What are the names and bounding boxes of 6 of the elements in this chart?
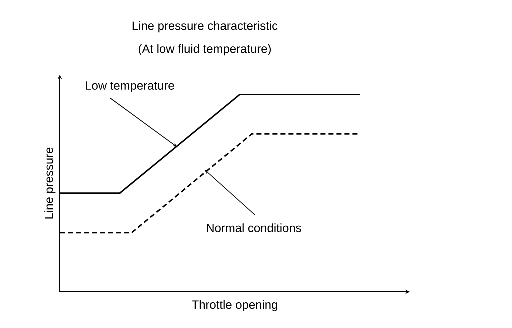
annotation: Normal conditions (207, 224, 302, 232)
x-axis-title: Throttle opening (192, 300, 278, 312)
chart-title: Line pressure characteristic (132, 21, 278, 33)
text: Low temperature (86, 82, 174, 92)
y-axis-title: Line pressure (44, 148, 56, 219)
chart-subtitle: (At low fluid temperature) (138, 44, 272, 56)
